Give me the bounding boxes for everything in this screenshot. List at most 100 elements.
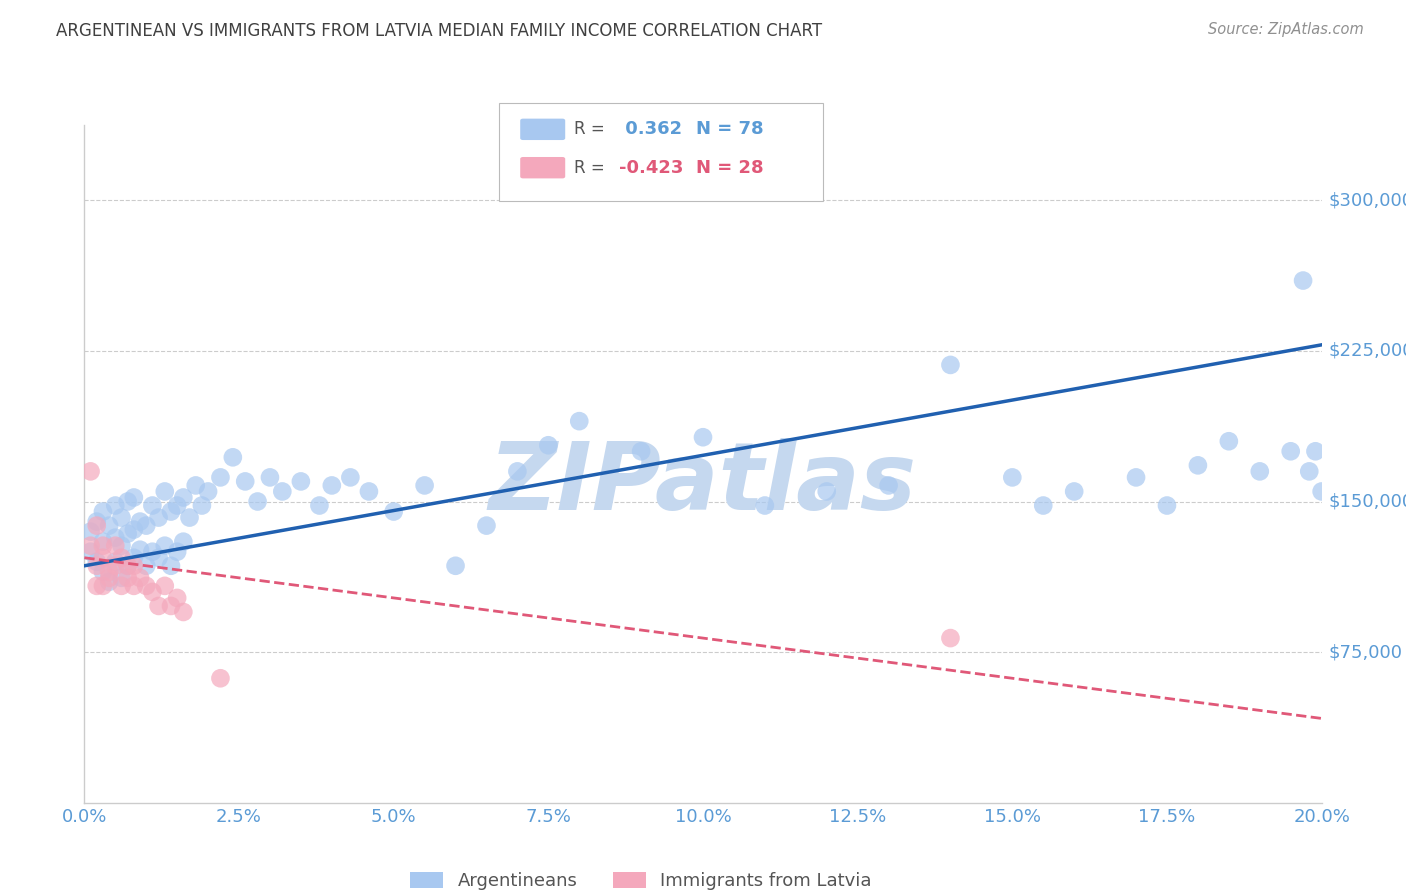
- Point: [1001, 470, 1024, 484]
- Point: [166, 591, 188, 605]
- Point: [104, 558, 127, 573]
- Point: [444, 558, 467, 573]
- Point: [506, 464, 529, 478]
- Point: [259, 470, 281, 484]
- Text: 0.362: 0.362: [619, 120, 682, 138]
- Point: [129, 515, 152, 529]
- Point: [135, 518, 157, 533]
- Point: [117, 558, 139, 573]
- Point: [1305, 444, 1327, 458]
- Point: [1310, 484, 1333, 499]
- Point: [233, 475, 256, 489]
- Point: [79, 539, 101, 553]
- Point: [117, 494, 139, 508]
- Point: [86, 558, 108, 573]
- Text: R =: R =: [574, 159, 605, 177]
- Point: [122, 550, 145, 565]
- Point: [382, 504, 405, 518]
- Point: [1249, 464, 1271, 478]
- Point: [308, 499, 330, 513]
- Point: [321, 478, 343, 492]
- Text: -0.423: -0.423: [619, 159, 683, 177]
- Point: [1125, 470, 1147, 484]
- Point: [630, 444, 652, 458]
- Point: [209, 671, 232, 685]
- Point: [1032, 499, 1054, 513]
- Point: [98, 518, 121, 533]
- Point: [86, 579, 108, 593]
- Point: [153, 579, 176, 593]
- Point: [141, 499, 163, 513]
- Point: [86, 518, 108, 533]
- Point: [1187, 458, 1209, 473]
- Text: R =: R =: [574, 120, 605, 138]
- Point: [339, 470, 361, 484]
- Point: [104, 531, 127, 545]
- Point: [122, 558, 145, 573]
- Point: [86, 515, 108, 529]
- Point: [91, 579, 114, 593]
- Point: [290, 475, 312, 489]
- Point: [104, 499, 127, 513]
- Point: [160, 504, 183, 518]
- Point: [122, 579, 145, 593]
- Text: Source: ZipAtlas.com: Source: ZipAtlas.com: [1208, 22, 1364, 37]
- Point: [153, 484, 176, 499]
- Point: [148, 510, 170, 524]
- Point: [153, 539, 176, 553]
- Text: $225,000: $225,000: [1329, 342, 1406, 359]
- Point: [191, 499, 214, 513]
- Point: [104, 539, 127, 553]
- Point: [172, 491, 194, 505]
- Point: [160, 558, 183, 573]
- Point: [184, 478, 207, 492]
- Point: [98, 571, 121, 585]
- Point: [692, 430, 714, 444]
- Point: [568, 414, 591, 428]
- Point: [110, 579, 132, 593]
- Point: [754, 499, 776, 513]
- Text: N = 28: N = 28: [696, 159, 763, 177]
- Point: [197, 484, 219, 499]
- Point: [91, 565, 114, 579]
- Point: [1218, 434, 1240, 449]
- Point: [475, 518, 498, 533]
- Point: [104, 555, 127, 569]
- Point: [271, 484, 294, 499]
- Point: [129, 571, 152, 585]
- Point: [1063, 484, 1085, 499]
- Text: ZIPatlas: ZIPatlas: [489, 438, 917, 530]
- Point: [1156, 499, 1178, 513]
- Point: [117, 558, 139, 573]
- Point: [172, 534, 194, 549]
- Point: [86, 555, 108, 569]
- Point: [537, 438, 560, 452]
- Point: [877, 478, 900, 492]
- Point: [110, 571, 132, 585]
- Point: [135, 579, 157, 593]
- Point: [939, 358, 962, 372]
- Legend: Argentineans, Immigrants from Latvia: Argentineans, Immigrants from Latvia: [402, 863, 880, 892]
- Point: [141, 585, 163, 599]
- Point: [815, 484, 838, 499]
- Point: [246, 494, 269, 508]
- Point: [110, 510, 132, 524]
- Point: [357, 484, 380, 499]
- Text: $150,000: $150,000: [1329, 492, 1406, 510]
- Point: [110, 550, 132, 565]
- Text: $300,000: $300,000: [1329, 191, 1406, 210]
- Point: [79, 524, 101, 539]
- Point: [209, 470, 232, 484]
- Point: [79, 545, 101, 559]
- Point: [79, 464, 101, 478]
- Point: [179, 510, 201, 524]
- Point: [91, 534, 114, 549]
- Point: [122, 491, 145, 505]
- Point: [160, 599, 183, 613]
- Point: [413, 478, 436, 492]
- Point: [117, 526, 139, 541]
- Point: [98, 565, 121, 579]
- Point: [1298, 464, 1320, 478]
- Point: [129, 542, 152, 557]
- Point: [98, 574, 121, 589]
